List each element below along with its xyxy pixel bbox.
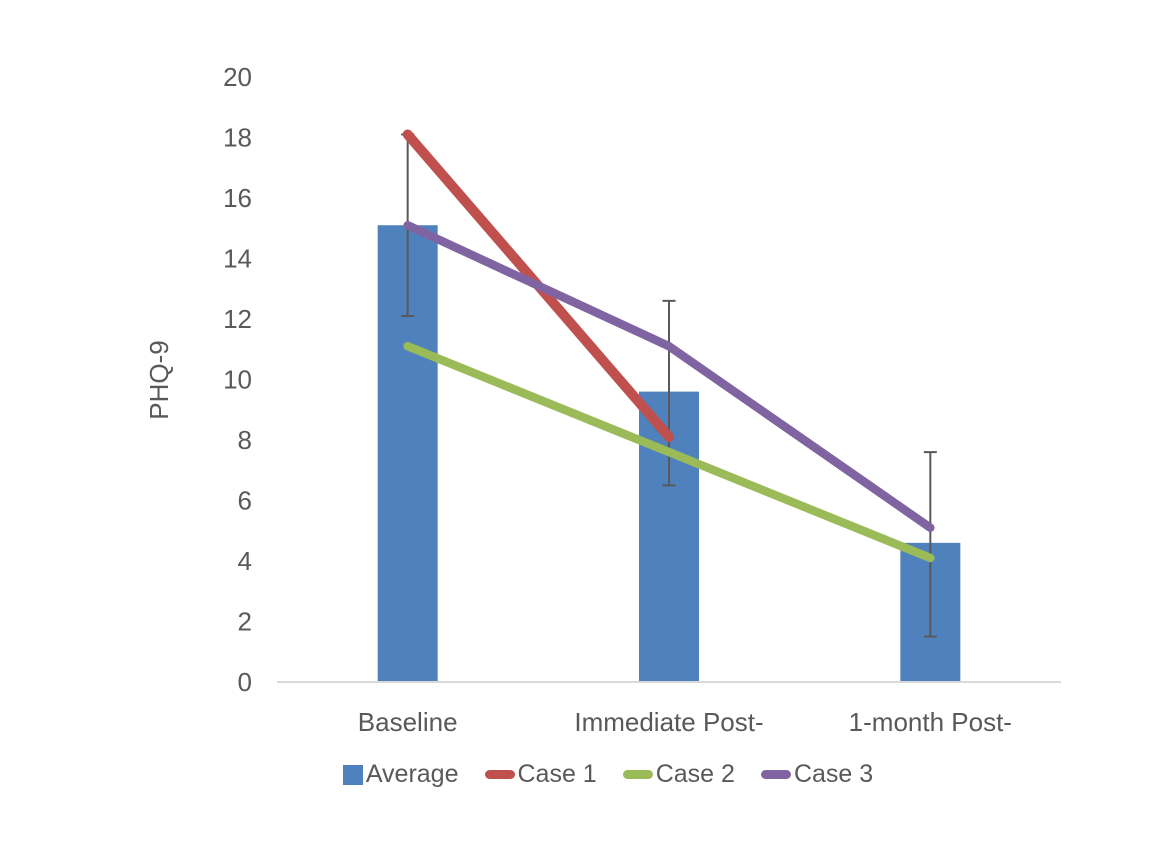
- legend-line-swatch: [760, 770, 791, 779]
- x-category-label: Baseline: [358, 707, 458, 737]
- y-axis-tick-labels: 0 2 4 6 8 10 12 14 16 18 20: [223, 62, 252, 697]
- legend-line-swatch: [622, 770, 653, 779]
- y-tick-label: 4: [238, 546, 252, 576]
- legend: Average Case 1 Case 2 Case 3: [22, 760, 1172, 789]
- y-tick-label: 12: [223, 304, 252, 334]
- y-tick-label: 6: [238, 486, 252, 516]
- x-axis-category-labels: Baseline Immediate Post- 1-month Post-: [358, 707, 1012, 737]
- legend-label: Case 3: [793, 760, 874, 788]
- y-tick-label: 2: [238, 607, 252, 637]
- y-tick-label: 10: [223, 365, 252, 395]
- line-series: [402, 129, 935, 563]
- y-tick-label: 8: [238, 425, 252, 455]
- legend-item-case-1: Case 1: [484, 760, 597, 789]
- case-line-3: [403, 220, 935, 532]
- y-tick-label: 20: [223, 62, 252, 92]
- legend-label: Average: [365, 760, 459, 788]
- y-tick-label: 18: [223, 123, 252, 153]
- y-tick-label: 0: [238, 667, 252, 697]
- y-tick-label: 16: [223, 183, 252, 213]
- y-axis-title: PHQ-9: [144, 340, 174, 419]
- case-line-2: [403, 341, 935, 563]
- legend-item-case-3: Case 3: [760, 760, 874, 789]
- legend-item-average: Average: [342, 760, 459, 789]
- legend-label: Case 1: [517, 760, 597, 788]
- y-tick-label: 14: [223, 244, 252, 274]
- legend-square-swatch: [342, 764, 363, 785]
- x-category-label: Immediate Post-: [574, 707, 763, 737]
- legend-item-case-2: Case 2: [622, 760, 735, 789]
- x-category-label: 1-month Post-: [849, 707, 1012, 737]
- legend-label: Case 2: [655, 760, 735, 788]
- legend-line-swatch: [484, 770, 515, 779]
